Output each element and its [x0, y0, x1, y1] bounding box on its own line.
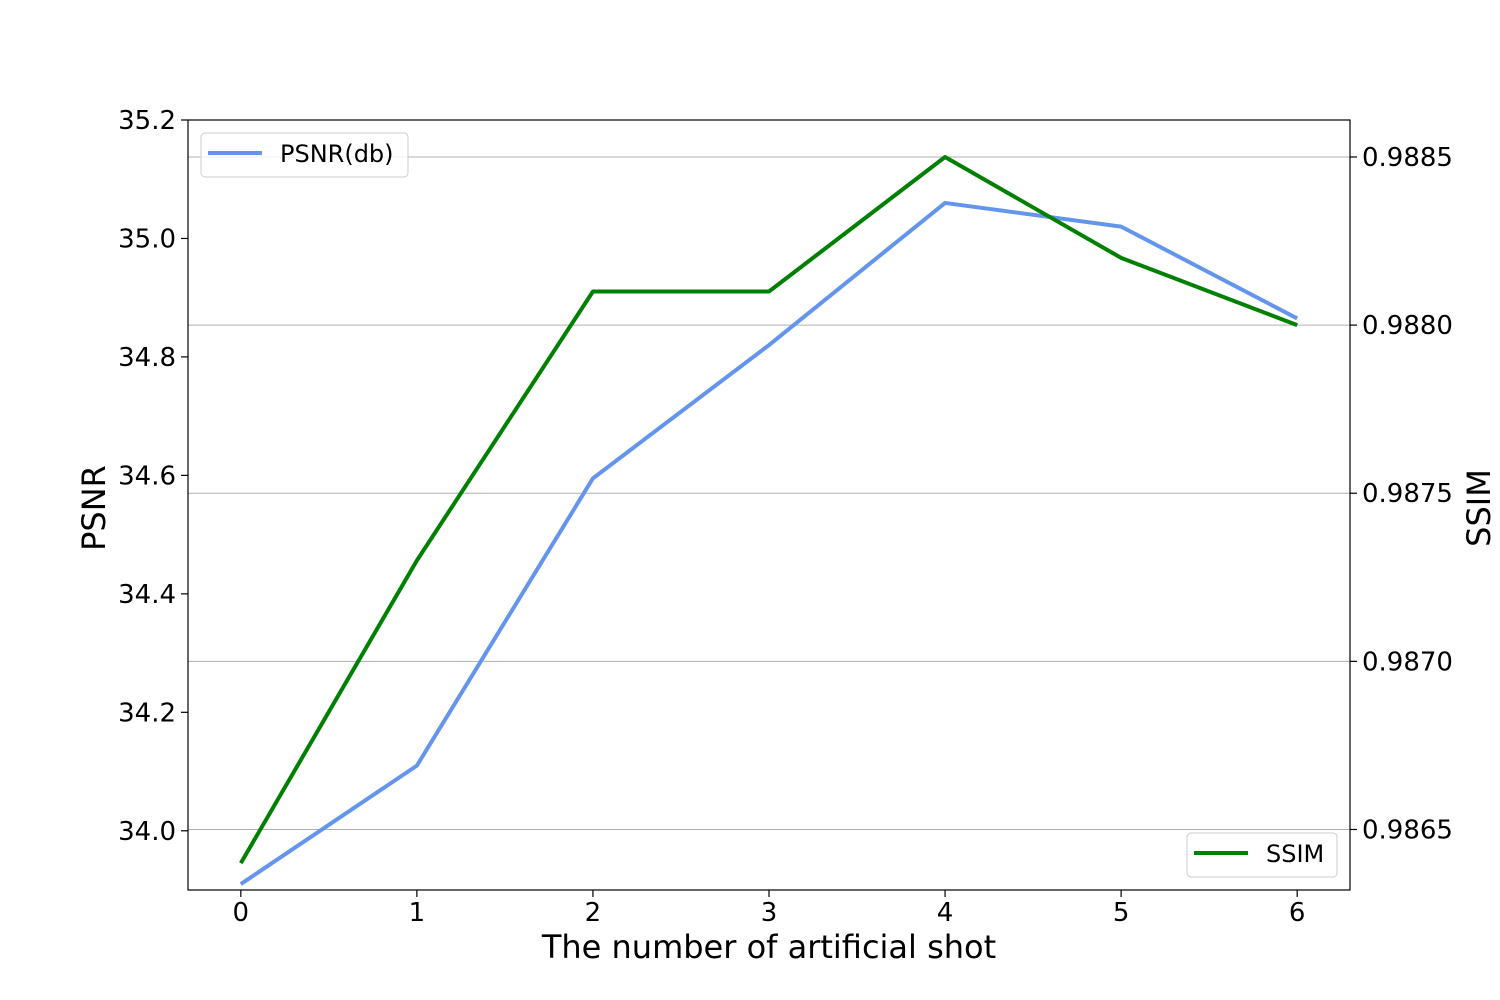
- legend-ssim-box: [1186, 832, 1338, 878]
- y-left-tick-label: 34.4: [118, 580, 176, 610]
- y-left-tick-label: 34.0: [118, 817, 176, 847]
- x-tick-label: 5: [1113, 898, 1130, 928]
- x-tick-label: 1: [409, 898, 426, 928]
- y-left-tick-label: 34.8: [118, 343, 176, 373]
- x-tick-label: 6: [1289, 898, 1306, 928]
- y-right-tick-label: 0.9880: [1362, 311, 1453, 341]
- x-axis: 0 1 2 3 4 5 6: [233, 890, 1306, 928]
- y-left-tick-label: 34.2: [118, 698, 176, 728]
- gridlines: [188, 156, 1350, 830]
- y-right-tick-label: 0.9865: [1362, 815, 1453, 845]
- y-left-tick-label: 34.6: [118, 461, 176, 491]
- series-lines: [239, 154, 1299, 886]
- y-axis-left: 34.0 34.2 34.4 34.6 34.8 35.0 35.2: [118, 106, 188, 847]
- legend-psnr: PSNR(db): [200, 132, 409, 178]
- y-right-tick-label: 0.9875: [1362, 479, 1453, 509]
- y-left-tick-label: 35.2: [118, 106, 176, 136]
- series-line-psnr: [239, 200, 1299, 886]
- x-tick-label: 4: [937, 898, 954, 928]
- series-line-ssim: [239, 154, 1298, 865]
- y-axis-right-title: SSIM: [1460, 469, 1498, 547]
- y-right-tick-label: 0.9870: [1362, 647, 1453, 677]
- legend-ssim: SSIM: [1186, 832, 1338, 878]
- y-axis-right: 0.9865 0.9870 0.9875 0.9880 0.9885: [1350, 143, 1453, 845]
- legend-ssim-label: SSIM: [1266, 840, 1324, 868]
- x-tick-label: 3: [761, 898, 778, 928]
- x-axis-title: The number of artificial shot: [541, 928, 996, 966]
- y-right-tick-label: 0.9885: [1362, 143, 1453, 173]
- x-tick-label: 2: [585, 898, 602, 928]
- legend-psnr-box: [200, 132, 409, 178]
- y-left-tick-label: 35.0: [118, 224, 176, 254]
- y-axis-left-title: PSNR: [75, 465, 113, 551]
- plot-frame: [187, 119, 1351, 891]
- x-tick-label: 0: [233, 898, 250, 928]
- legend-psnr-label: PSNR(db): [280, 140, 394, 168]
